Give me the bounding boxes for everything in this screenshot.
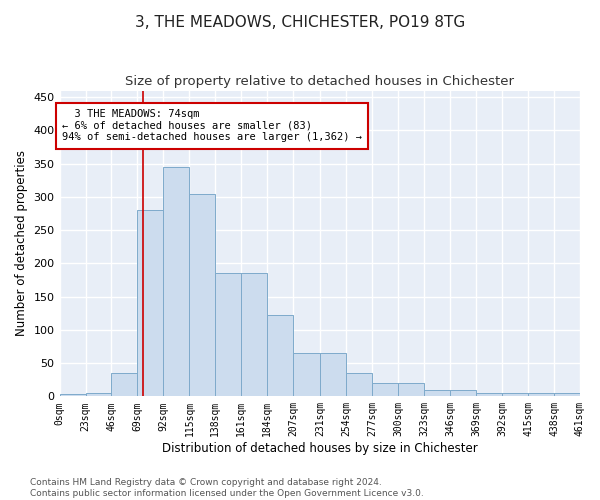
Bar [398, 383, 424, 396]
Bar [476, 393, 502, 396]
Bar [241, 274, 267, 396]
Bar [215, 274, 241, 396]
Bar [112, 373, 137, 396]
Y-axis label: Number of detached properties: Number of detached properties [15, 150, 28, 336]
Bar [554, 393, 580, 396]
Bar [293, 353, 320, 397]
Title: Size of property relative to detached houses in Chichester: Size of property relative to detached ho… [125, 75, 514, 88]
Text: 3, THE MEADOWS, CHICHESTER, PO19 8TG: 3, THE MEADOWS, CHICHESTER, PO19 8TG [135, 15, 465, 30]
Bar [267, 315, 293, 396]
Bar [502, 393, 528, 396]
X-axis label: Distribution of detached houses by size in Chichester: Distribution of detached houses by size … [162, 442, 478, 455]
Bar [450, 390, 476, 396]
Bar [190, 194, 215, 396]
Bar [372, 383, 398, 396]
Bar [59, 394, 86, 396]
Bar [346, 373, 372, 396]
Bar [86, 393, 112, 396]
Text: 3 THE MEADOWS: 74sqm
← 6% of detached houses are smaller (83)
94% of semi-detach: 3 THE MEADOWS: 74sqm ← 6% of detached ho… [62, 109, 362, 142]
Text: Contains HM Land Registry data © Crown copyright and database right 2024.
Contai: Contains HM Land Registry data © Crown c… [30, 478, 424, 498]
Bar [320, 353, 346, 397]
Bar [528, 393, 554, 396]
Bar [137, 210, 163, 396]
Bar [163, 167, 190, 396]
Bar [424, 390, 450, 396]
